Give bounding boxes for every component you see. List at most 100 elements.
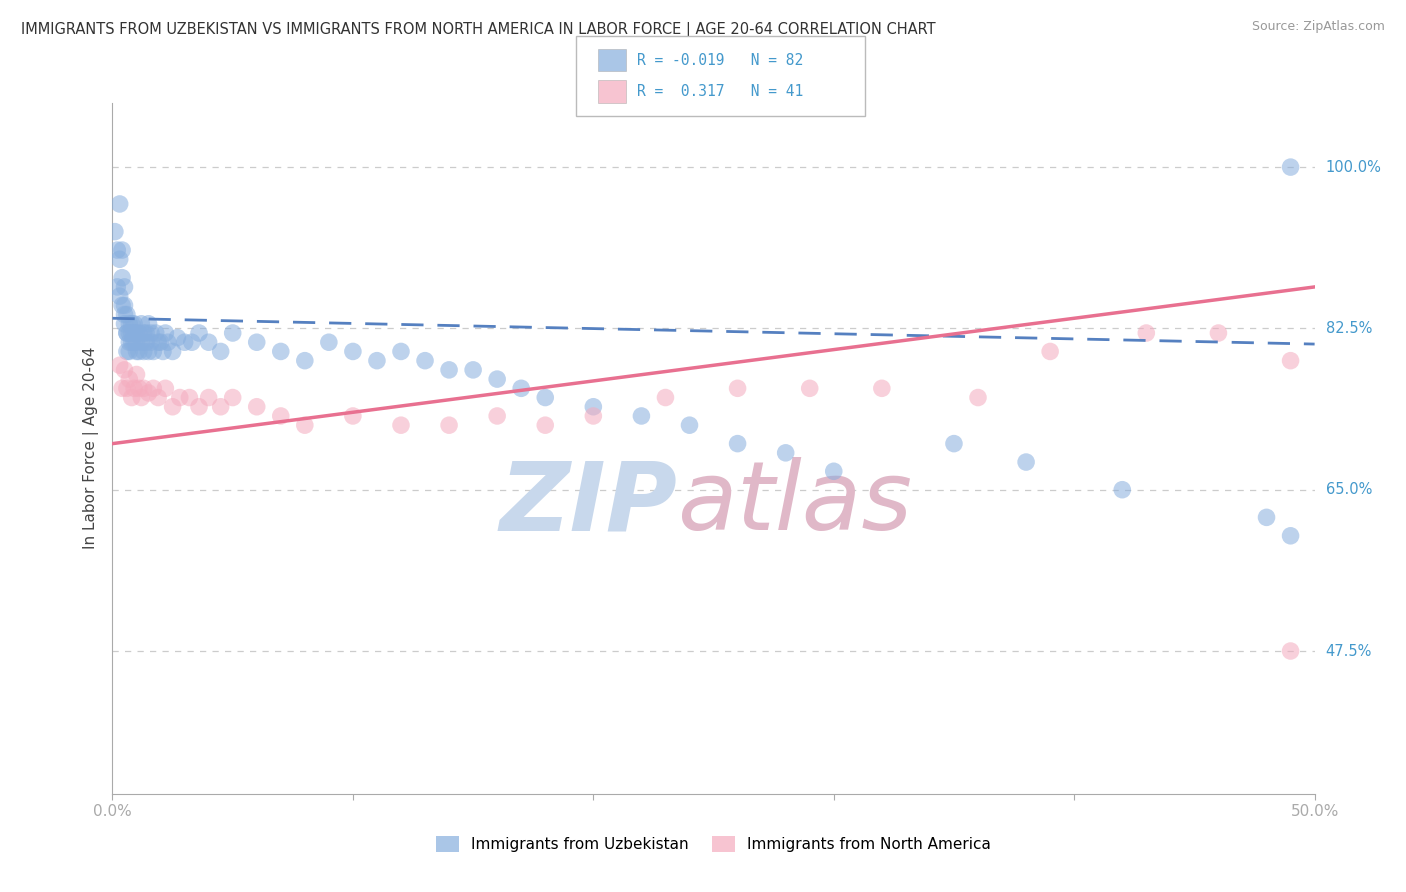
Legend: Immigrants from Uzbekistan, Immigrants from North America: Immigrants from Uzbekistan, Immigrants f… xyxy=(436,836,991,852)
Point xyxy=(727,381,749,395)
Point xyxy=(145,326,167,340)
Point xyxy=(114,308,136,322)
Point xyxy=(105,280,128,294)
Point xyxy=(389,418,412,433)
Point xyxy=(534,391,557,405)
Point xyxy=(125,344,148,359)
Point xyxy=(111,243,134,257)
Point xyxy=(115,308,138,322)
Point xyxy=(105,243,128,257)
Point xyxy=(246,400,269,414)
Point xyxy=(342,344,364,359)
Text: 100.0%: 100.0% xyxy=(1326,160,1382,175)
Point xyxy=(108,289,131,303)
Point xyxy=(486,409,509,423)
Point xyxy=(132,326,155,340)
Point xyxy=(162,344,184,359)
Point xyxy=(108,197,131,211)
Point xyxy=(146,391,169,405)
Point xyxy=(104,225,127,239)
Point xyxy=(942,436,965,450)
Text: R = -0.019   N = 82: R = -0.019 N = 82 xyxy=(637,53,803,68)
Point xyxy=(173,335,195,350)
Point xyxy=(135,326,157,340)
Point xyxy=(437,363,460,377)
Point xyxy=(125,335,148,350)
Point xyxy=(654,391,676,405)
Point xyxy=(114,298,136,312)
Point xyxy=(1279,353,1302,368)
Point xyxy=(131,391,153,405)
Point xyxy=(437,418,460,433)
Point xyxy=(1279,644,1302,658)
Point xyxy=(461,363,484,377)
Point xyxy=(1279,160,1302,174)
Point xyxy=(135,335,157,350)
Point xyxy=(108,252,131,267)
Point xyxy=(342,409,364,423)
Point xyxy=(142,344,165,359)
Point xyxy=(678,418,700,433)
Point xyxy=(582,400,605,414)
Point xyxy=(128,381,150,395)
Point xyxy=(115,344,138,359)
Point xyxy=(534,418,557,433)
Point xyxy=(115,326,138,340)
Point xyxy=(222,391,245,405)
Point xyxy=(131,317,153,331)
Point xyxy=(125,326,148,340)
Point xyxy=(166,331,188,345)
Point xyxy=(122,317,145,331)
Point xyxy=(115,326,138,340)
Point xyxy=(118,335,141,350)
Point xyxy=(270,344,292,359)
Point xyxy=(128,326,150,340)
Point xyxy=(138,344,160,359)
Point xyxy=(146,335,169,350)
Point xyxy=(131,335,153,350)
Text: R =  0.317   N = 41: R = 0.317 N = 41 xyxy=(637,84,803,99)
Point xyxy=(188,400,211,414)
Point xyxy=(122,381,145,395)
Y-axis label: In Labor Force | Age 20-64: In Labor Force | Age 20-64 xyxy=(83,347,98,549)
Point xyxy=(122,326,145,340)
Text: ZIP: ZIP xyxy=(499,457,678,550)
Point xyxy=(294,418,316,433)
Point xyxy=(413,353,436,368)
Point xyxy=(111,270,134,285)
Point xyxy=(121,391,143,405)
Point xyxy=(152,344,174,359)
Point xyxy=(121,317,143,331)
Point xyxy=(118,317,141,331)
Point xyxy=(138,317,160,331)
Text: Source: ZipAtlas.com: Source: ZipAtlas.com xyxy=(1251,20,1385,33)
Point xyxy=(179,391,201,405)
Point xyxy=(1039,344,1062,359)
Point xyxy=(122,335,145,350)
Point xyxy=(118,326,141,340)
Point xyxy=(162,400,184,414)
Point xyxy=(222,326,245,340)
Point xyxy=(180,335,202,350)
Point xyxy=(149,335,172,350)
Point xyxy=(118,372,141,386)
Point xyxy=(139,326,162,340)
Point xyxy=(1256,510,1278,524)
Point xyxy=(246,335,269,350)
Point xyxy=(510,381,533,395)
Point xyxy=(1135,326,1157,340)
Point xyxy=(1279,529,1302,543)
Point xyxy=(156,335,179,350)
Point xyxy=(294,353,316,368)
Text: atlas: atlas xyxy=(678,457,912,550)
Point xyxy=(188,326,211,340)
Point xyxy=(169,391,191,405)
Point xyxy=(209,400,232,414)
Point xyxy=(582,409,605,423)
Point xyxy=(389,344,412,359)
Point xyxy=(823,464,845,478)
Point xyxy=(197,335,219,350)
Text: 65.0%: 65.0% xyxy=(1326,483,1372,497)
Point xyxy=(366,353,388,368)
Point xyxy=(209,344,232,359)
